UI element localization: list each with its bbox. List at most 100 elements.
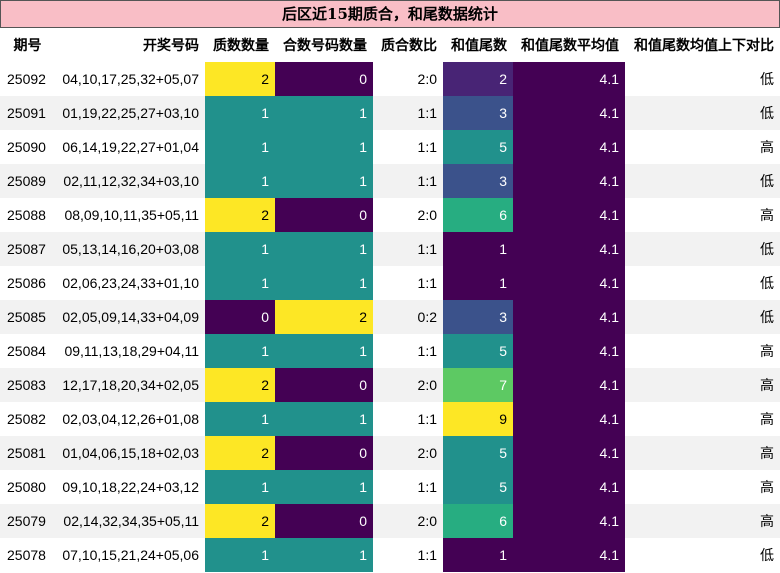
cell-compare: 低 [625, 300, 780, 334]
table-row: 25085 02,05,09,14,33+04,09 0 2 0:2 3 4.1 低 [0, 300, 780, 334]
cell-ratio: 1:1 [417, 343, 437, 359]
cell-tail-average: 4.1 [513, 232, 625, 266]
col-header-compare: 和值尾数均值上下对比 [634, 38, 774, 54]
cell-ratio: 1:1 [373, 96, 443, 130]
cell-tail-average: 4.1 [513, 402, 625, 436]
stats-table: 期号 开奖号码 质数数量 合数号码数量 质合数比 和值尾数 和值尾数平均值 和值… [0, 28, 780, 572]
cell-compare: 高 [625, 436, 780, 470]
table-row: 25087 05,13,14,16,20+03,08 1 1 1:1 1 4.1 低 [0, 232, 780, 266]
cell-sum-tail: 6 [443, 198, 513, 232]
cell-tail-average: 4.1 [513, 368, 625, 402]
cell-compare: 低 [625, 96, 780, 130]
cell-period: 25082 [7, 411, 46, 427]
cell-period: 25091 [0, 96, 55, 130]
cell-sum-tail: 5 [443, 130, 513, 164]
cell-numbers: 06,14,19,22,27+01,04 [62, 139, 199, 155]
table-row: 25083 12,17,18,20,34+02,05 2 0 2:0 7 4.1 高 [0, 368, 780, 402]
table-row: 25088 08,09,10,11,35+05,11 2 0 2:0 6 4.1 高 [0, 198, 780, 232]
table-title: 后区近15期质合，和尾数据统计 [0, 0, 780, 28]
cell-period: 25080 [7, 479, 46, 495]
col-header-composite-count: 合数号码数量 [283, 38, 367, 54]
col-header-period: 期号 [13, 38, 42, 54]
cell-prime-count: 2 [205, 504, 275, 538]
cell-compare: 高 [760, 343, 774, 359]
cell-numbers: 07,10,15,21,24+05,06 [62, 547, 199, 563]
table-row: 25090 06,14,19,22,27+01,04 1 1 1:1 5 4.1 高 [0, 130, 780, 164]
cell-period: 25084 [7, 343, 46, 359]
cell-ratio: 1:1 [417, 139, 437, 155]
cell-composite-count: 1 [275, 402, 373, 436]
table-row: 25091 01,19,22,25,27+03,10 1 1 1:1 3 4.1 低 [0, 96, 780, 130]
cell-period: 25087 [0, 232, 55, 266]
cell-composite-count: 1 [275, 538, 373, 572]
cell-prime-count: 1 [205, 470, 275, 504]
cell-sum-tail: 5 [443, 334, 513, 368]
cell-composite-count: 0 [275, 368, 373, 402]
cell-sum-tail: 3 [443, 300, 513, 334]
table-row: 25086 02,06,23,24,33+01,10 1 1 1:1 1 4.1 低 [0, 266, 780, 300]
cell-composite-count: 0 [275, 198, 373, 232]
cell-tail-average: 4.1 [513, 504, 625, 538]
cell-numbers: 01,19,22,25,27+03,10 [55, 96, 205, 130]
cell-tail-average: 4.1 [513, 198, 625, 232]
cell-numbers: 04,10,17,25,32+05,07 [62, 71, 199, 87]
cell-period: 25089 [0, 164, 55, 198]
cell-prime-count: 2 [205, 198, 275, 232]
cell-sum-tail: 2 [443, 62, 513, 96]
cell-numbers: 09,11,13,18,29+04,11 [64, 343, 199, 359]
cell-sum-tail: 6 [443, 504, 513, 538]
cell-numbers: 12,17,18,20,34+02,05 [55, 368, 205, 402]
cell-period: 25083 [0, 368, 55, 402]
cell-composite-count: 0 [275, 504, 373, 538]
cell-prime-count: 2 [205, 62, 275, 96]
col-header-prime-count: 质数数量 [213, 38, 269, 54]
cell-compare: 低 [760, 547, 774, 563]
cell-numbers: 08,09,10,11,35+05,11 [64, 207, 199, 223]
cell-prime-count: 2 [205, 436, 275, 470]
cell-compare: 高 [760, 139, 774, 155]
cell-numbers: 02,06,23,24,33+01,10 [62, 275, 199, 291]
col-header-tail-average: 和值尾数平均值 [521, 38, 619, 54]
cell-compare: 低 [760, 71, 774, 87]
table-row: 25082 02,03,04,12,26+01,08 1 1 1:1 9 4.1 高 [0, 402, 780, 436]
cell-period: 25088 [7, 207, 46, 223]
col-header-ratio: 质合数比 [381, 38, 437, 54]
cell-numbers: 01,04,06,15,18+02,03 [55, 436, 205, 470]
cell-composite-count: 1 [275, 470, 373, 504]
cell-compare: 高 [625, 368, 780, 402]
table-row: 25078 07,10,15,21,24+05,06 1 1 1:1 1 4.1 低 [0, 538, 780, 572]
cell-tail-average: 4.1 [513, 62, 625, 96]
col-header-sum-tail: 和值尾数 [451, 38, 507, 54]
cell-ratio: 2:0 [373, 504, 443, 538]
col-header-numbers: 开奖号码 [143, 38, 199, 54]
cell-composite-count: 1 [275, 334, 373, 368]
cell-tail-average: 4.1 [513, 470, 625, 504]
cell-ratio: 2:0 [417, 71, 437, 87]
cell-tail-average: 4.1 [513, 130, 625, 164]
table-row: 25079 02,14,32,34,35+05,11 2 0 2:0 6 4.1 高 [0, 504, 780, 538]
cell-prime-count: 1 [205, 96, 275, 130]
cell-ratio: 1:1 [373, 164, 443, 198]
cell-composite-count: 0 [275, 436, 373, 470]
cell-numbers: 02,11,12,32,34+03,10 [55, 164, 205, 198]
cell-numbers: 09,10,18,22,24+03,12 [62, 479, 199, 495]
table-body: 25092 04,10,17,25,32+05,07 2 0 2:0 2 4.1 低 25091… [0, 62, 780, 572]
cell-period: 25079 [0, 504, 55, 538]
cell-ratio: 2:0 [373, 436, 443, 470]
cell-prime-count: 1 [205, 402, 275, 436]
cell-tail-average: 4.1 [513, 538, 625, 572]
cell-sum-tail: 5 [443, 436, 513, 470]
cell-prime-count: 1 [205, 164, 275, 198]
cell-period: 25090 [7, 139, 46, 155]
cell-period: 25078 [7, 547, 46, 563]
cell-prime-count: 0 [205, 300, 275, 334]
cell-composite-count: 1 [275, 164, 373, 198]
cell-ratio: 1:1 [417, 479, 437, 495]
cell-period: 25085 [0, 300, 55, 334]
cell-ratio: 0:2 [373, 300, 443, 334]
table-row: 25081 01,04,06,15,18+02,03 2 0 2:0 5 4.1 高 [0, 436, 780, 470]
cell-prime-count: 1 [205, 334, 275, 368]
cell-prime-count: 1 [205, 232, 275, 266]
cell-compare: 高 [760, 207, 774, 223]
cell-composite-count: 1 [275, 232, 373, 266]
